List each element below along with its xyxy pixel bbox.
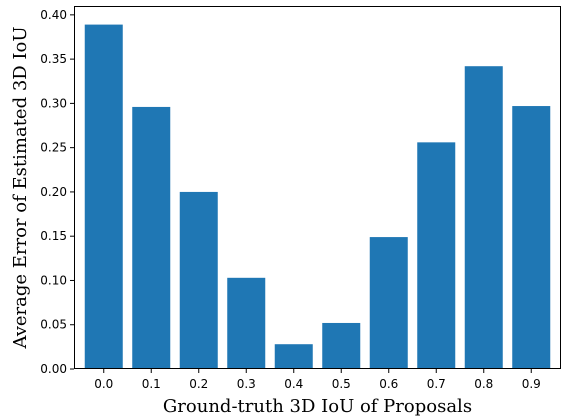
x-tick-label: 0.8 (474, 377, 493, 391)
x-tick-label: 0.5 (332, 377, 351, 391)
x-tick-label: 0.6 (379, 377, 398, 391)
x-tick-label: 0.4 (284, 377, 303, 391)
x-tick-label: 0.3 (237, 377, 256, 391)
bar-0.4 (274, 344, 313, 369)
x-tick-label: 0.0 (94, 377, 113, 391)
x-tick-label: 0.9 (522, 377, 541, 391)
y-tick-label: 0.00 (40, 362, 67, 376)
y-tick-label: 0.25 (40, 141, 67, 155)
bar-0.8 (464, 66, 503, 369)
y-tick-label: 0.10 (40, 273, 67, 287)
bar-0.2 (179, 191, 218, 369)
bar-0.3 (227, 277, 266, 369)
x-axis: 0.0 0.1 0.2 0.3 0.4 0.5 0.6 0.7 0.8 0.9 (94, 369, 541, 391)
bar-0.6 (369, 237, 408, 369)
y-tick-label: 0.05 (40, 318, 67, 332)
plot-frame (74, 6, 561, 369)
bar-0.7 (417, 142, 456, 369)
x-tick-label: 0.2 (189, 377, 208, 391)
bar-0.1 (132, 106, 171, 370)
y-tick-label: 0.15 (40, 229, 67, 243)
x-tick-label: 0.1 (142, 377, 161, 391)
bar-0.9 (512, 106, 551, 370)
y-axis: 0.00 0.05 0.10 0.15 0.20 0.25 0.30 0.35 0.40 (40, 8, 74, 376)
bar-0.0 (84, 24, 123, 370)
y-tick-label: 0.40 (40, 8, 67, 22)
y-tick-label: 0.20 (40, 185, 67, 199)
y-tick-label: 0.35 (40, 52, 67, 66)
x-tick-label: 0.7 (427, 377, 446, 391)
y-axis-label: Average Error of Estimated 3D IoU (10, 26, 31, 349)
bar-0.5 (322, 322, 361, 369)
bars-layer (84, 24, 551, 370)
x-axis-label: Ground-truth 3D IoU of Proposals (163, 396, 472, 417)
y-tick-label: 0.30 (40, 96, 67, 110)
